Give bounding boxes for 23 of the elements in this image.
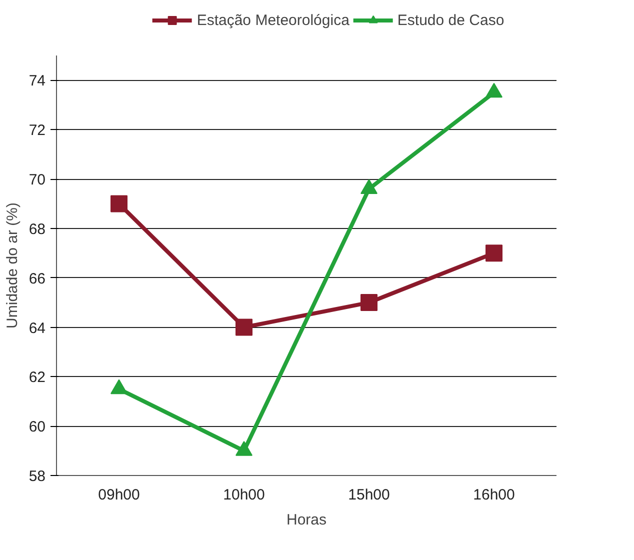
point: [236, 318, 252, 336]
x-tick-label: 15h00: [348, 486, 390, 504]
y-tick-label: 66: [28, 270, 46, 288]
legend-label: Estação Meteorológica: [196, 12, 350, 28]
point: [110, 195, 128, 212]
y-tick-label: 68: [28, 220, 46, 238]
x-tick-label: 16h00: [473, 486, 515, 504]
y-tick-label: 70: [28, 172, 46, 189]
point: [236, 441, 252, 456]
y-tick-label: 60: [28, 418, 46, 436]
y-tick-label: 72: [28, 122, 46, 140]
y-tick-label: 58: [28, 468, 46, 485]
x-tick-label: 09h00: [98, 486, 140, 504]
x-axis-title: Horas: [286, 512, 327, 528]
x-tick-label: 10h00: [223, 486, 265, 504]
y-tick-label: 62: [28, 369, 46, 386]
y-tick-label: 64: [28, 320, 46, 337]
point: [486, 244, 502, 262]
point: [360, 294, 378, 312]
point: [110, 379, 128, 394]
y-tick-label: 74: [28, 72, 46, 90]
legend-label: Estudo de Caso: [397, 12, 504, 28]
y-axis-title: Umidade do ar (%): [4, 202, 21, 328]
